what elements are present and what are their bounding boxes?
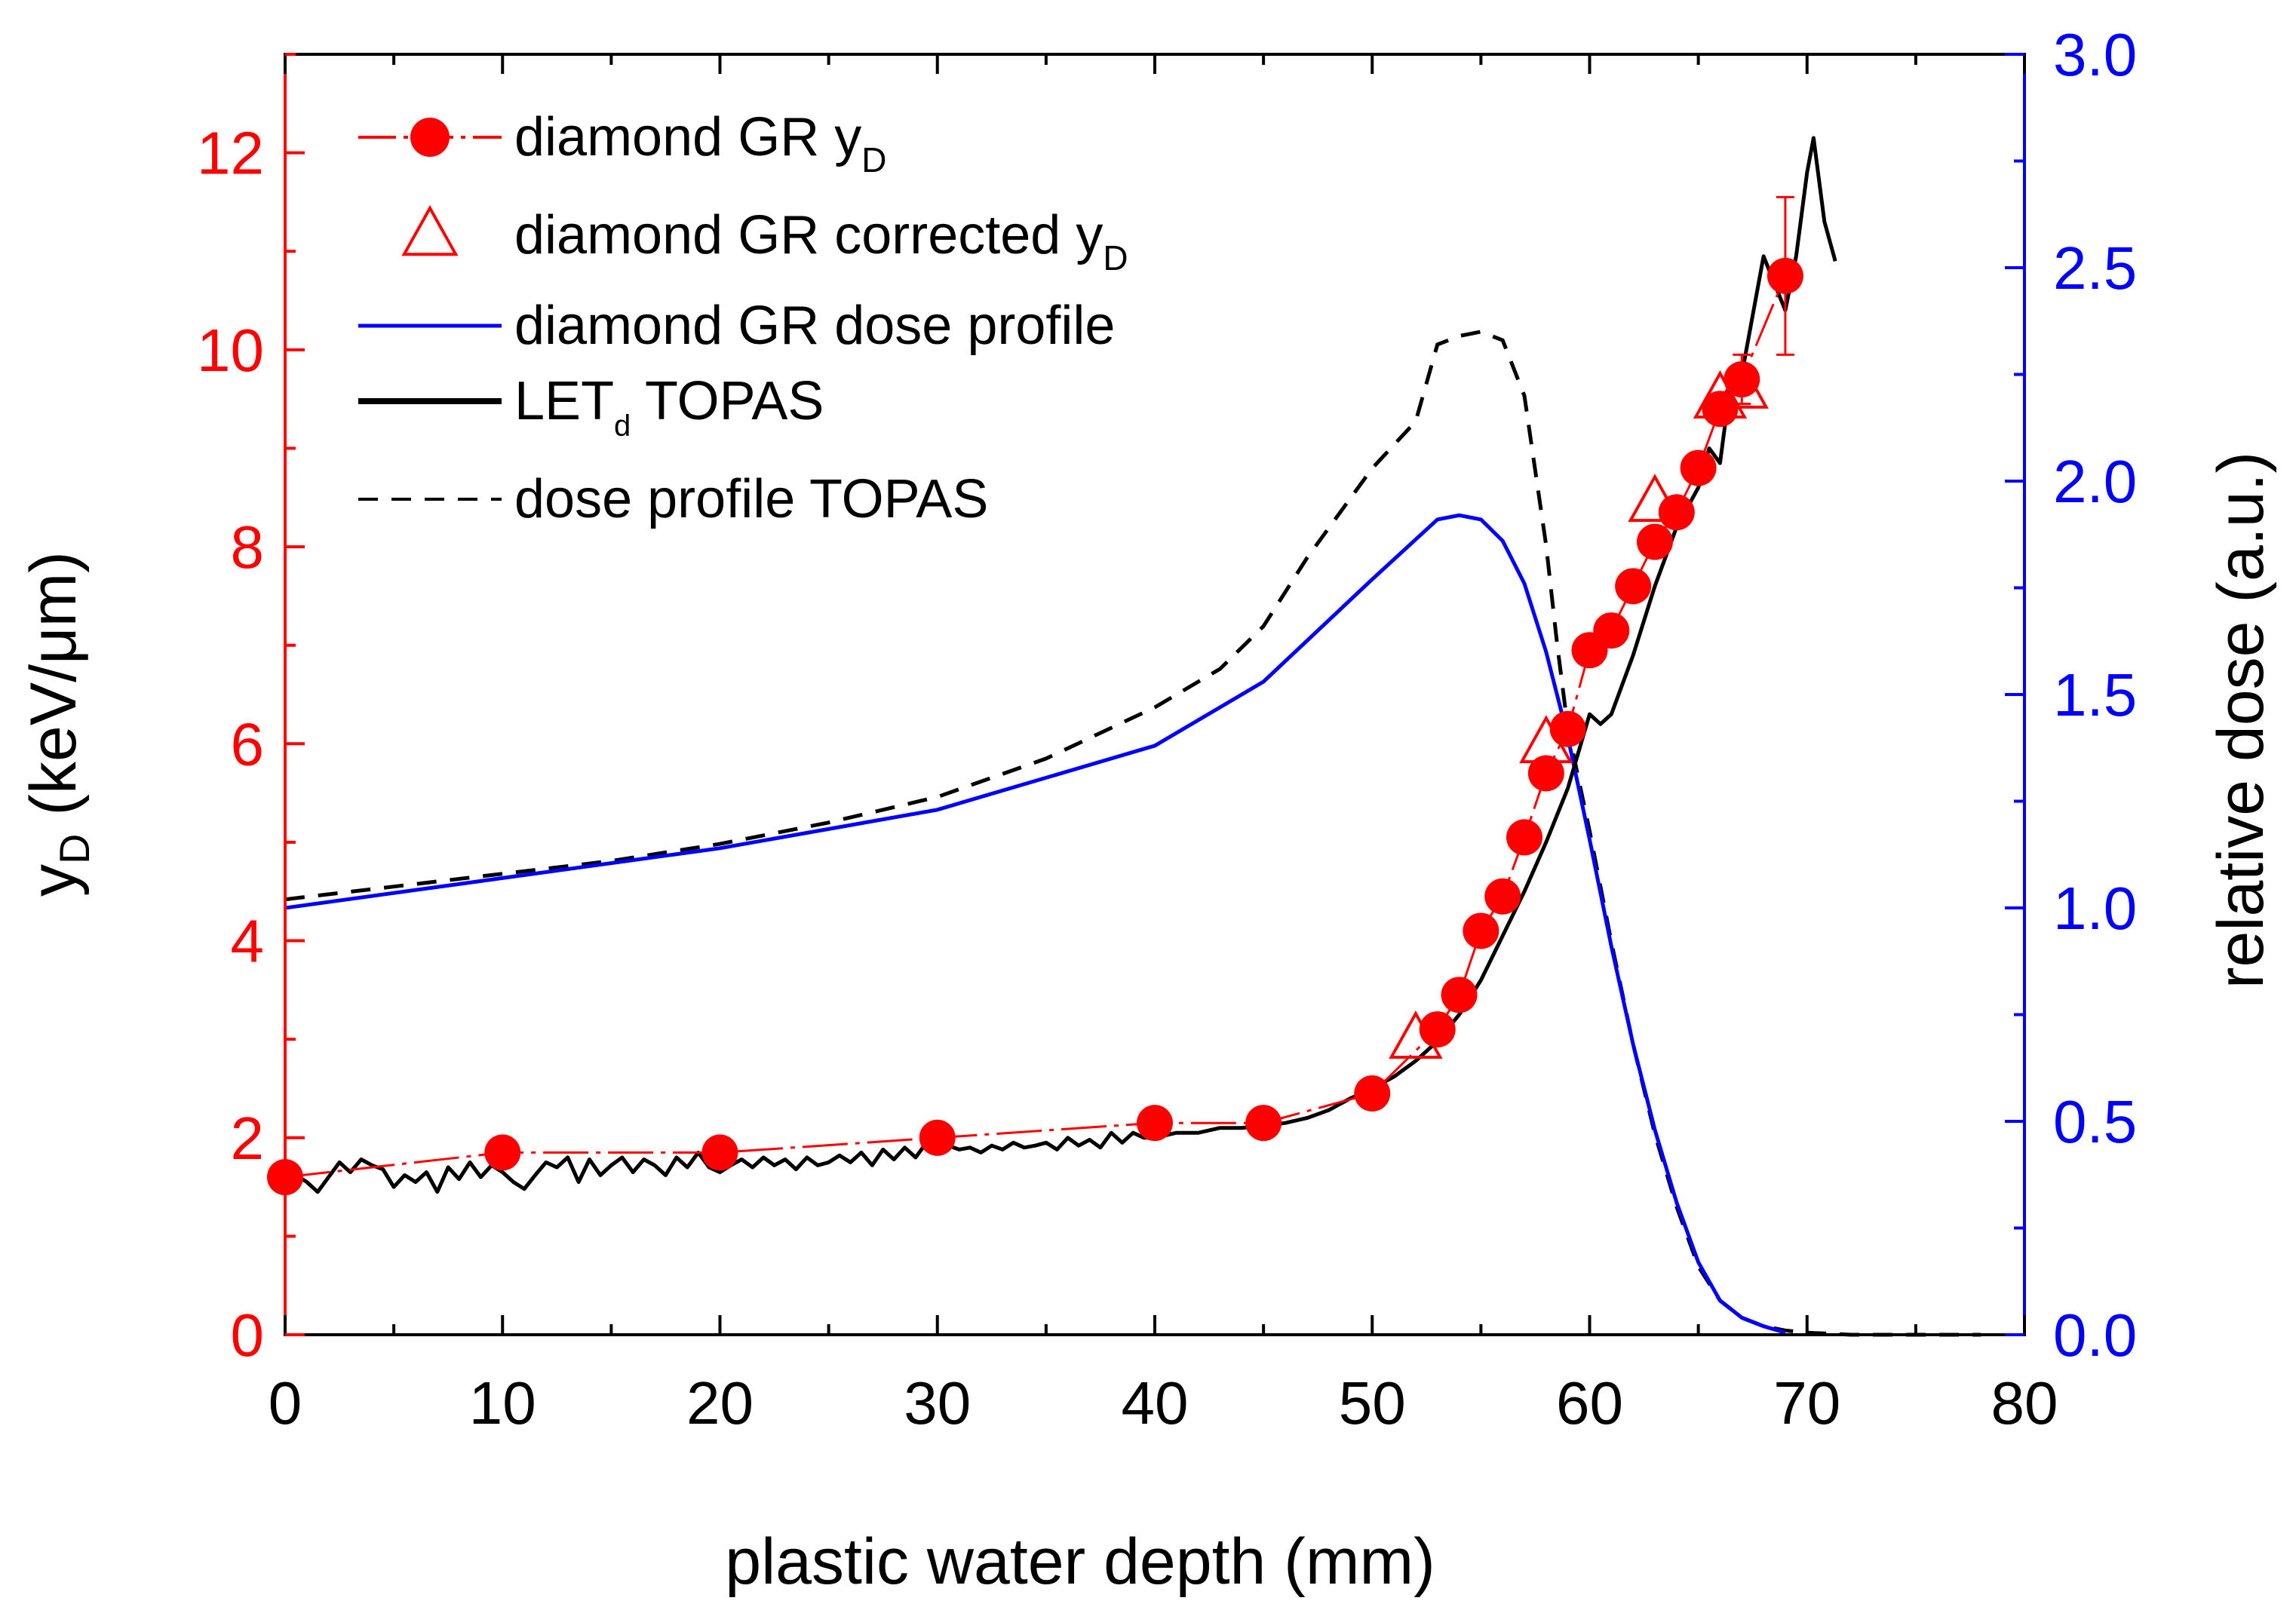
diamond-yd-point xyxy=(1680,449,1717,486)
series-diamond-dose-profile xyxy=(284,513,1786,1335)
legend-label: diamond GR corrected yD xyxy=(514,205,1128,278)
diamond-corrected-yd-point xyxy=(1693,370,1748,419)
diamond-yd-point xyxy=(1245,1105,1282,1142)
legend-item-let: LETd TOPAS xyxy=(358,371,824,443)
x-tick-label: 0 xyxy=(269,1369,302,1437)
diamond-yd-point xyxy=(1137,1105,1173,1142)
legend-label-post: TOPAS xyxy=(631,371,824,431)
y-right-tick-label: 0.5 xyxy=(2053,1088,2137,1155)
y-left-title-sub: D xyxy=(51,834,98,864)
legend-item-doseprofile: diamond GR dose profile xyxy=(358,296,1115,356)
legend-label: dose profile TOPAS xyxy=(514,469,988,529)
legend-label: diamond GR dose profile xyxy=(514,296,1115,356)
diamond-yd-point xyxy=(1441,977,1478,1013)
y-left-tick-label: 6 xyxy=(231,710,265,777)
series-layer xyxy=(267,136,1981,1337)
diamond-yd-point xyxy=(701,1134,738,1171)
y-left-tick-label: 0 xyxy=(231,1302,265,1369)
diamond-yd-point xyxy=(1484,878,1521,915)
y-right-tick-label: 2.5 xyxy=(2053,235,2137,302)
y-right-tick-label: 0.0 xyxy=(2053,1302,2137,1369)
axes-layer: 0 10 20 30 40 50 60 70 80 0 2 4 6 8 10 12 0.0 0.5 1.0 1.5 2.… xyxy=(197,21,2137,1437)
y-right-tick-label: 1.0 xyxy=(2053,875,2137,942)
legend-label-sub: D xyxy=(1103,238,1128,278)
y-left-tick-label: 8 xyxy=(231,514,265,581)
legend-label-text: diamond GR y xyxy=(514,107,861,167)
diamond-yd-point xyxy=(484,1134,521,1171)
y-left-axis-title: yD (keV/μm) xyxy=(17,551,98,897)
x-tick-label: 60 xyxy=(1556,1369,1623,1437)
diamond-yd-point xyxy=(1593,612,1630,649)
y-right-tick-label: 3.0 xyxy=(2053,21,2137,88)
legend-item-topasdose: dose profile TOPAS xyxy=(358,469,988,529)
y-left-title-rest: (keV/μm) xyxy=(17,551,90,833)
legend-label: LETd TOPAS xyxy=(514,371,824,443)
legend-label-sub: d xyxy=(614,409,631,443)
diamond-corrected-yd-point xyxy=(1714,360,1769,409)
legend-label-sub: D xyxy=(861,140,886,179)
x-tick-label: 20 xyxy=(686,1369,754,1437)
diamond-yd-point xyxy=(1767,257,1803,294)
legend-swatch-triangle xyxy=(401,204,459,256)
y-left-tick-label: 10 xyxy=(197,317,264,384)
diamond-yd-point xyxy=(1549,710,1586,747)
diamond-yd-point xyxy=(1724,361,1760,398)
legend-item-corrected: diamond GR corrected yD xyxy=(401,204,1128,278)
legend-item-diamond: diamond GR yD xyxy=(358,107,886,179)
y-left-tick-label: 12 xyxy=(197,120,264,187)
diamond-yd-point xyxy=(1463,912,1499,949)
y-right-axis-title: relative dose (a.u.) xyxy=(2205,452,2277,989)
y-left-tick-label: 4 xyxy=(231,908,265,975)
y-left-tick-label: 2 xyxy=(231,1105,265,1172)
x-tick-label: 70 xyxy=(1773,1369,1840,1437)
y-right-tick-label: 1.5 xyxy=(2053,661,2137,728)
x-tick-label: 10 xyxy=(469,1369,536,1437)
legend-label-text: dose profile TOPAS xyxy=(514,469,988,529)
legend-label-text: diamond GR corrected y xyxy=(514,205,1103,265)
legend-swatch-circle xyxy=(410,118,450,157)
x-axis-title: plastic water depth (mm) xyxy=(725,1526,1435,1598)
diamond-corrected-yd-point xyxy=(1519,715,1573,764)
x-tick-label: 80 xyxy=(1991,1369,2058,1437)
diamond-yd-point xyxy=(1615,568,1652,605)
diamond-yd-point xyxy=(1506,819,1543,856)
y-right-tick-label: 2.0 xyxy=(2053,448,2137,515)
legend-label-text: LET xyxy=(514,371,614,431)
series-dose-profile-topas xyxy=(284,330,1981,1337)
diamond-corrected-yd-point xyxy=(1628,474,1682,523)
legend-label-text: diamond GR dose profile xyxy=(514,296,1115,356)
x-tick-label: 40 xyxy=(1122,1369,1189,1437)
diamond-corrected-yd-point xyxy=(1389,1010,1443,1059)
legend-label: diamond GR yD xyxy=(514,107,886,179)
diamond-yd-point xyxy=(1636,523,1673,560)
diamond-yd-point xyxy=(1658,494,1695,531)
diamond-yd-point xyxy=(1527,755,1564,792)
x-tick-label: 50 xyxy=(1339,1369,1406,1437)
diamond-yd-point xyxy=(919,1119,956,1156)
diamond-yd-point xyxy=(1354,1075,1391,1112)
x-tick-label: 30 xyxy=(904,1369,971,1437)
y-left-title-main: y xyxy=(17,864,90,897)
